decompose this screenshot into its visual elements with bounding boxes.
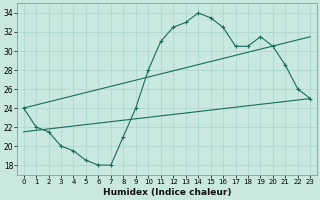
X-axis label: Humidex (Indice chaleur): Humidex (Indice chaleur) [103, 188, 231, 197]
